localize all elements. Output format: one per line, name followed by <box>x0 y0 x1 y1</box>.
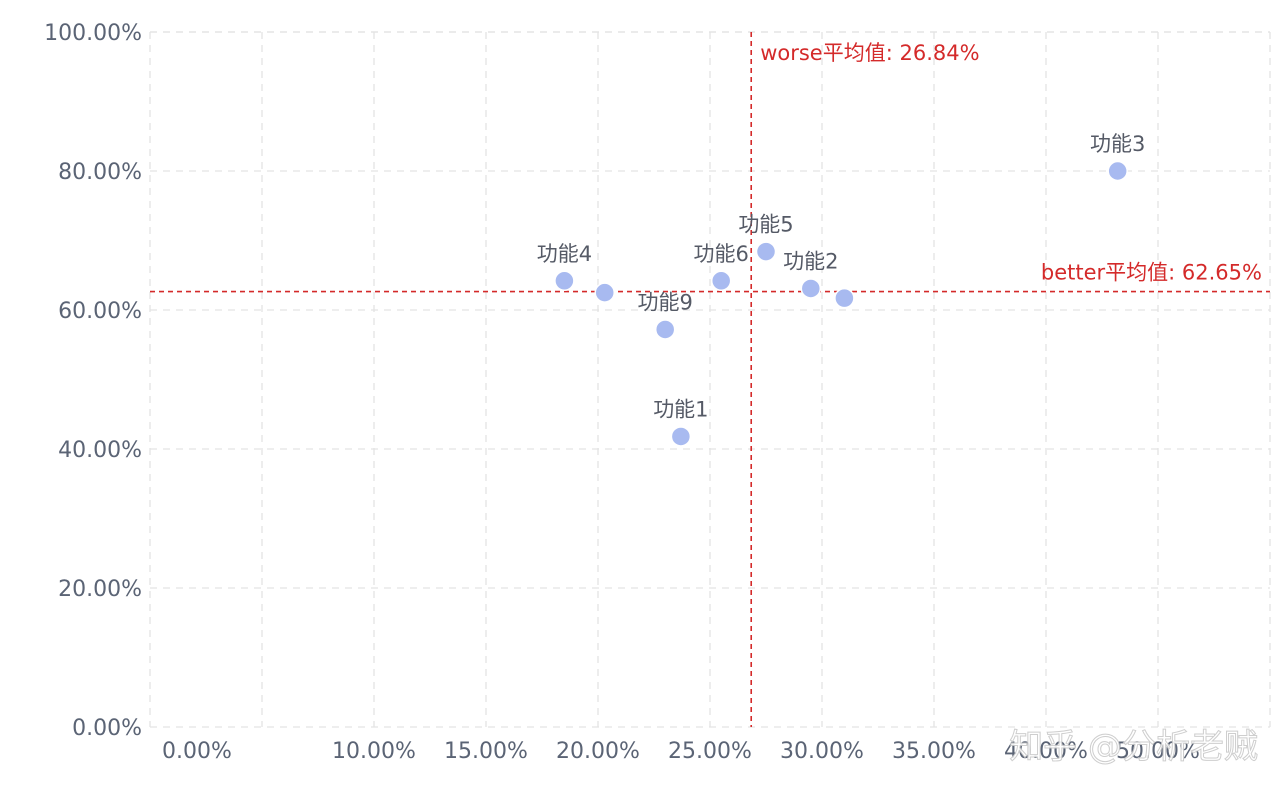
data-point-label: 功能1 <box>653 397 708 421</box>
y-tick-label: 60.00% <box>58 299 142 324</box>
y-tick-label: 80.00% <box>58 160 142 185</box>
data-point[interactable] <box>554 270 575 292</box>
data-point[interactable] <box>834 287 855 309</box>
data-point[interactable] <box>654 319 676 340</box>
x-tick-label: 30.00% <box>780 739 864 764</box>
axis-tick-labels: 0.00% 20.00% 40.00% 60.00% 80.00% 100.00% 0.00… <box>44 21 1200 764</box>
data-point[interactable] <box>755 241 777 262</box>
better-average-label: better平均值: 62.65% <box>1041 261 1262 285</box>
y-tick-label: 40.00% <box>58 438 142 463</box>
data-point-label: 功能9 <box>638 290 693 314</box>
worse-average-label: worse平均值: 26.84% <box>760 41 979 65</box>
x-tick-label: 20.00% <box>556 739 640 764</box>
data-point-labels: 功能4 功能9 功能1 功能6 功能5 功能2 功能3 <box>537 132 1146 421</box>
x-tick-label: 0.00% <box>162 739 232 764</box>
data-point-label: 功能6 <box>694 242 749 266</box>
data-point[interactable] <box>1107 160 1128 182</box>
data-point[interactable] <box>800 278 822 299</box>
x-tick-label: 15.00% <box>444 739 528 764</box>
data-point[interactable] <box>710 270 732 292</box>
watermark-text: 知乎 @分析老贼 <box>1009 727 1258 767</box>
x-tick-label: 50.00% <box>1116 739 1200 764</box>
data-point[interactable] <box>670 426 692 447</box>
reference-lines: worse平均值: 26.84% better平均值: 62.65% <box>150 32 1270 727</box>
data-point-label: 功能4 <box>537 242 592 266</box>
y-tick-label: 20.00% <box>58 577 142 602</box>
data-point-label: 功能5 <box>738 213 793 237</box>
x-tick-label: 35.00% <box>892 739 976 764</box>
grid-lines <box>149 31 1271 728</box>
data-point[interactable] <box>594 282 615 303</box>
data-points <box>554 160 1128 447</box>
x-tick-label: 10.00% <box>332 739 416 764</box>
y-tick-label: 100.00% <box>44 21 142 46</box>
data-point-label: 功能2 <box>783 249 838 273</box>
x-tick-label: 40.00% <box>1004 739 1088 764</box>
data-point-label: 功能3 <box>1090 132 1145 156</box>
y-tick-label: 0.00% <box>72 716 142 741</box>
x-tick-label: 25.00% <box>668 739 752 764</box>
